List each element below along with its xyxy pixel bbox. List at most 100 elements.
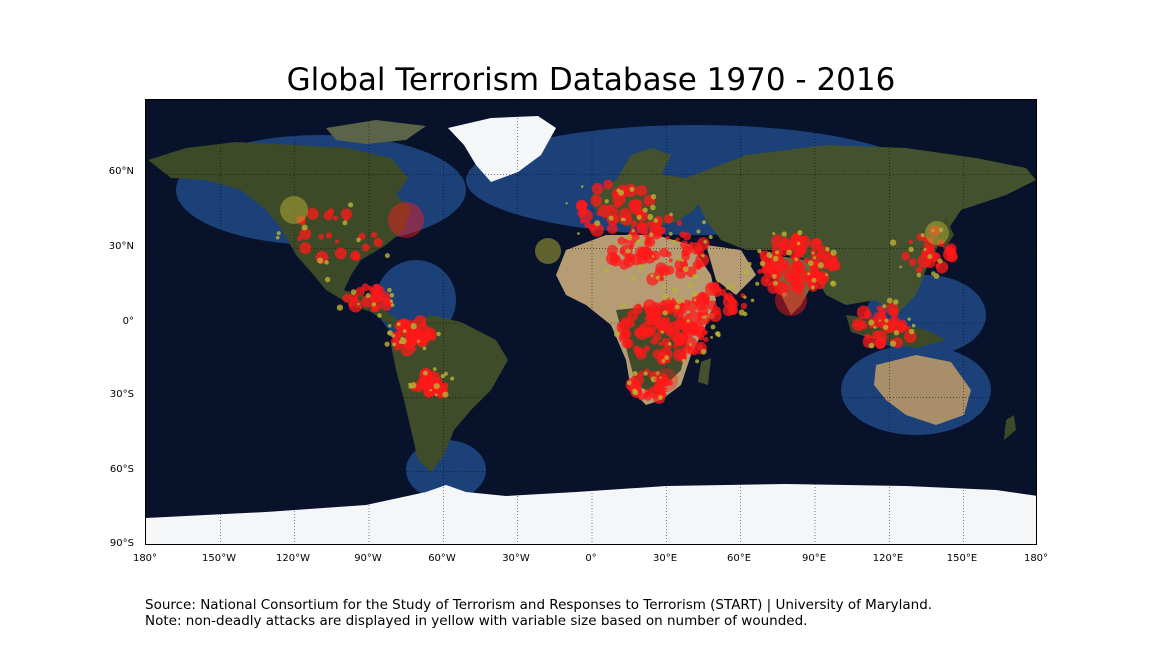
non-deadly-attack-marker	[620, 217, 625, 222]
deadly-attack-marker	[352, 297, 358, 302]
deadly-attack-marker	[781, 242, 787, 248]
madagascar	[698, 358, 711, 385]
non-deadly-attack-marker	[324, 276, 331, 283]
deadly-attack-marker	[636, 185, 648, 197]
non-deadly-attack-marker	[422, 346, 427, 351]
deadly-attack-marker	[810, 238, 823, 251]
deadly-attack-marker	[423, 389, 430, 397]
non-deadly-attack-marker	[631, 229, 635, 233]
non-deadly-attack-marker	[716, 333, 721, 338]
non-deadly-attack-marker	[817, 262, 824, 269]
deadly-attack-marker	[617, 236, 626, 245]
deadly-attack-marker	[711, 306, 721, 315]
non-deadly-attack-marker	[635, 239, 642, 245]
north-america	[148, 142, 411, 312]
non-deadly-attack-marker	[357, 302, 360, 306]
deadly-attack-marker	[695, 262, 702, 269]
deadly-attack-marker	[908, 239, 913, 245]
deadly-attack-marker	[633, 327, 644, 338]
non-deadly-attack-marker	[625, 234, 633, 241]
deadly-attack-marker	[631, 199, 643, 211]
deadly-attack-marker	[901, 251, 910, 261]
deadly-attack-marker	[418, 380, 430, 391]
non-deadly-attack-marker	[674, 304, 680, 310]
lon-label-180e: 180°	[1023, 553, 1049, 564]
deadly-attack-marker	[858, 320, 868, 330]
non-deadly-attack-marker	[643, 371, 648, 376]
non-deadly-attack-marker	[653, 218, 659, 223]
landmasses	[146, 116, 1036, 544]
deadly-attack-marker	[603, 179, 613, 190]
deadly-attack-marker	[619, 207, 632, 221]
non-deadly-attack-marker	[725, 285, 731, 290]
non-deadly-attack-marker	[629, 186, 635, 192]
deadly-attack-marker	[691, 348, 698, 356]
deadly-attack-marker	[783, 263, 789, 269]
non-deadly-attack-marker	[893, 299, 899, 305]
deadly-attack-marker	[817, 250, 824, 258]
major-attack-marker	[280, 196, 308, 224]
non-deadly-attack-marker	[663, 294, 668, 300]
deadly-attack-marker	[722, 305, 734, 317]
non-deadly-attack-marker	[647, 213, 654, 221]
deadly-attack-marker	[623, 256, 635, 268]
deadly-attack-marker	[428, 333, 437, 341]
source-note: Source: National Consortium for the Stud…	[145, 597, 932, 629]
major-attack-marker	[535, 238, 561, 264]
non-deadly-attack-marker	[696, 229, 701, 234]
attack-markers	[275, 179, 958, 404]
non-deadly-attack-marker	[781, 231, 787, 237]
deadly-attack-marker	[417, 336, 428, 348]
non-deadly-attack-marker	[604, 199, 609, 204]
non-deadly-attack-marker	[692, 273, 699, 280]
non-deadly-attack-marker	[681, 258, 685, 262]
non-deadly-attack-marker	[772, 280, 779, 286]
lat-label-0: 0°	[122, 316, 134, 327]
deadly-attack-marker	[664, 303, 674, 313]
deadly-attack-marker	[696, 291, 710, 306]
deadly-attack-marker	[665, 251, 672, 258]
non-deadly-attack-marker	[797, 230, 803, 236]
deadly-attack-marker	[676, 315, 690, 330]
non-deadly-attack-marker	[390, 303, 395, 307]
non-deadly-attack-marker	[755, 281, 760, 286]
non-deadly-attack-marker	[400, 336, 405, 341]
deadly-attack-marker	[644, 306, 655, 316]
non-deadly-attack-marker	[348, 202, 354, 208]
deadly-attack-marker	[442, 382, 449, 389]
deadly-attack-marker	[318, 233, 325, 240]
non-deadly-attack-marker	[772, 231, 776, 236]
deadly-attack-marker	[675, 237, 680, 242]
deadly-attack-marker	[897, 319, 907, 329]
non-deadly-attack-marker	[747, 261, 752, 267]
non-deadly-attack-marker	[886, 297, 893, 304]
non-deadly-attack-marker	[659, 376, 662, 379]
non-deadly-attack-marker	[618, 189, 625, 196]
deadly-attack-marker	[676, 303, 688, 315]
lon-label-120w: 120°W	[276, 553, 310, 564]
non-deadly-attack-marker	[825, 247, 830, 252]
non-deadly-attack-marker	[638, 264, 644, 271]
deadly-attack-marker	[924, 257, 936, 268]
deadly-attack-marker	[797, 268, 804, 275]
deadly-attack-marker	[853, 321, 860, 328]
non-deadly-attack-marker	[440, 373, 446, 379]
lon-label-60e: 60°E	[726, 553, 752, 564]
non-deadly-attack-marker	[650, 273, 654, 278]
non-deadly-attack-marker	[450, 376, 455, 381]
deadly-attack-marker	[673, 348, 687, 362]
deadly-attack-marker	[306, 207, 319, 220]
deadly-attack-marker	[643, 392, 649, 398]
non-deadly-attack-marker	[807, 272, 811, 276]
deadly-attack-marker	[789, 274, 803, 288]
deadly-attack-marker	[373, 238, 383, 247]
deadly-attack-marker	[921, 249, 929, 257]
lat-label-30n: 30°N	[108, 241, 134, 252]
deadly-attack-marker	[683, 299, 691, 307]
non-deadly-attack-marker	[365, 292, 371, 299]
deadly-attack-marker	[723, 293, 729, 299]
non-deadly-attack-marker	[608, 215, 614, 221]
deadly-attack-marker	[658, 276, 665, 282]
deadly-attack-marker	[668, 258, 673, 263]
non-deadly-attack-marker	[664, 355, 670, 361]
